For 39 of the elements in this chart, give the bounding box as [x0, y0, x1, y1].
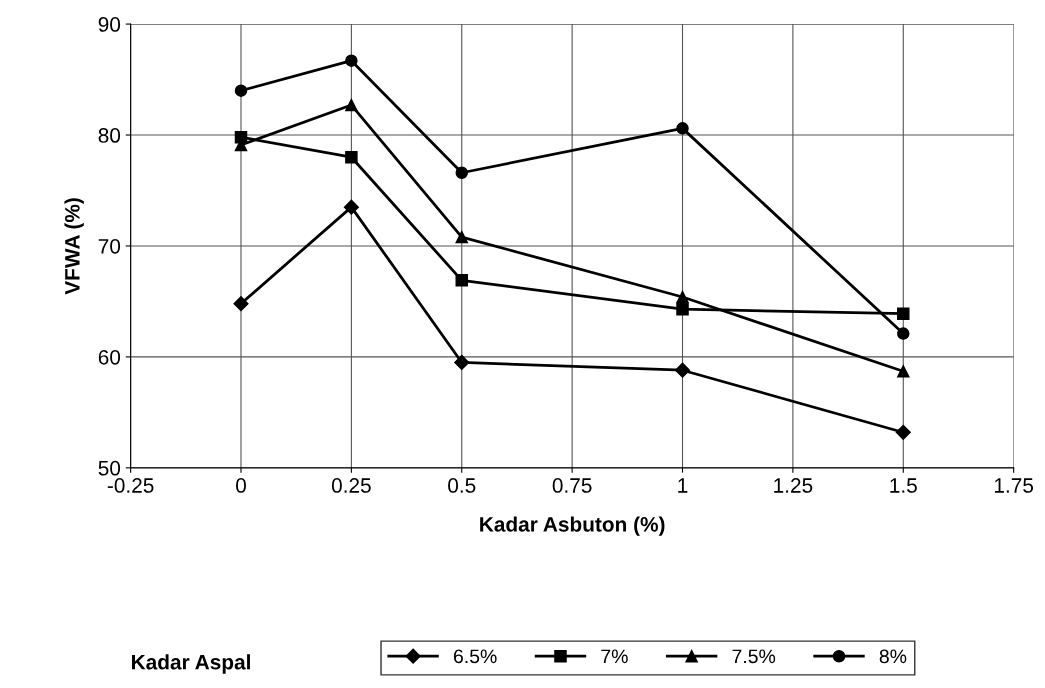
- point: [676, 302, 689, 316]
- y-tick-label: 90: [98, 17, 121, 32]
- point: [234, 84, 248, 97]
- x-tick-label: 0.75: [552, 478, 592, 493]
- point: [345, 54, 358, 67]
- x-axis-title: Kadar Asbuton (%): [480, 516, 665, 536]
- x-tick-label: 1: [678, 478, 688, 493]
- point: [454, 354, 470, 371]
- x-tick-label: 1.75: [994, 478, 1034, 493]
- y-tick-label: 80: [98, 128, 121, 143]
- point: [895, 424, 911, 440]
- point: [674, 362, 691, 378]
- point: [676, 290, 689, 304]
- y-tick-label: 70: [98, 238, 121, 254]
- legend-title: Kadar Aspal: [132, 654, 250, 674]
- legend-label: 7%: [601, 649, 628, 664]
- y-axis-title: VFWA (%): [64, 198, 84, 295]
- y-tick-label: 50: [98, 460, 121, 476]
- point: [233, 296, 249, 312]
- point: [676, 122, 689, 135]
- x-tick-label: 0.5: [448, 478, 476, 493]
- point: [345, 98, 358, 112]
- point: [455, 166, 469, 179]
- y-tick-label: 60: [98, 349, 121, 365]
- legend-label: 8%: [879, 649, 907, 664]
- legend-label: 7.5%: [732, 649, 776, 664]
- point: [343, 199, 359, 215]
- x-tick-label: 1.5: [890, 478, 917, 493]
- legend-label: 6.5%: [453, 649, 497, 664]
- x-tick-label: -0.25: [107, 478, 154, 493]
- point: [897, 365, 910, 378]
- point: [897, 327, 910, 340]
- point: [455, 274, 469, 287]
- point: [455, 230, 469, 244]
- point: [897, 307, 910, 320]
- point: [345, 150, 358, 164]
- x-tick-label: 1.25: [774, 478, 813, 493]
- x-tick-label: 0.25: [331, 478, 371, 493]
- x-tick-label: 0: [236, 478, 246, 493]
